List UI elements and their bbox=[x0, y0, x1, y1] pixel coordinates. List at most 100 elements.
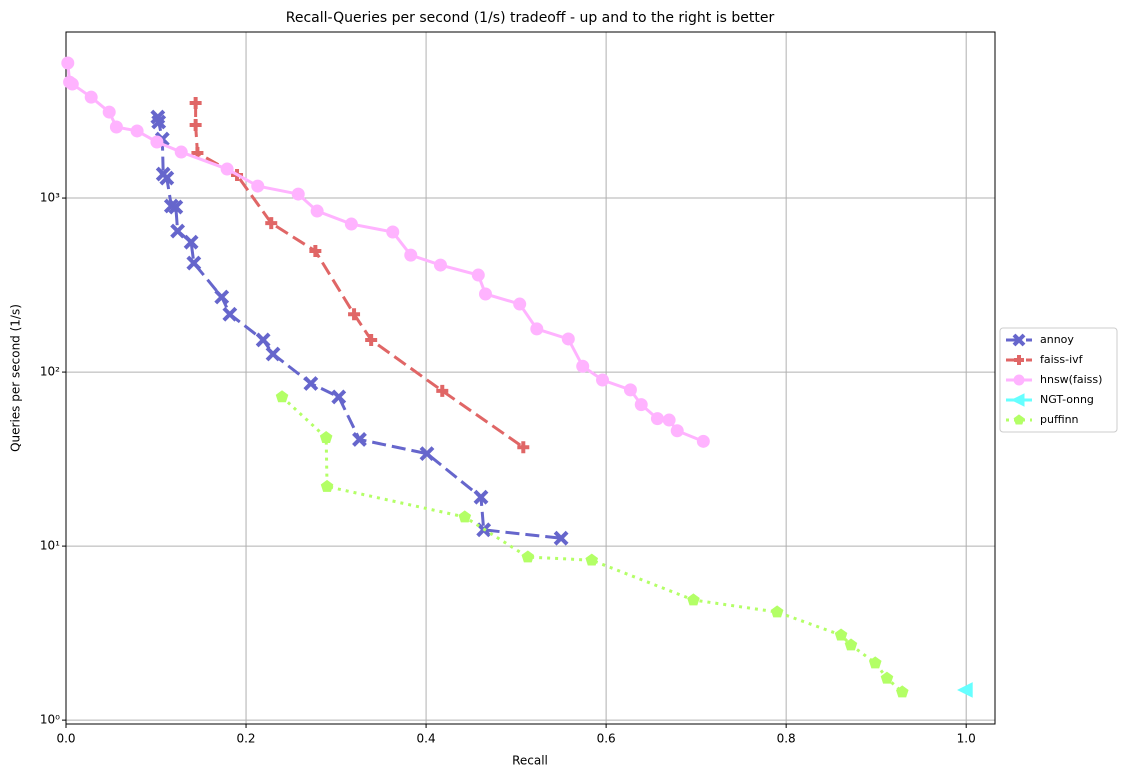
marker bbox=[1013, 374, 1025, 386]
x-axis-label: Recall bbox=[512, 754, 548, 768]
marker bbox=[1014, 355, 1024, 365]
legend-label: puffinn bbox=[1040, 413, 1079, 426]
y-tick-label: 10¹ bbox=[40, 539, 60, 553]
x-tick-label: 1.0 bbox=[957, 732, 976, 746]
marker bbox=[189, 118, 202, 131]
marker bbox=[585, 553, 599, 566]
marker bbox=[151, 114, 167, 130]
marker bbox=[251, 179, 265, 193]
marker bbox=[436, 384, 449, 397]
marker bbox=[662, 413, 676, 427]
series bbox=[275, 390, 909, 698]
y-axis-label: Queries per second (1/s) bbox=[9, 304, 23, 452]
legend-label: hnsw(faiss) bbox=[1040, 373, 1102, 386]
marker bbox=[844, 638, 858, 651]
marker bbox=[214, 289, 230, 305]
marker bbox=[561, 332, 575, 346]
marker bbox=[770, 605, 784, 618]
marker bbox=[458, 510, 472, 523]
marker bbox=[265, 346, 281, 362]
x-tick-label: 0.4 bbox=[417, 732, 436, 746]
marker bbox=[320, 479, 334, 492]
x-tick-label: 0.2 bbox=[236, 732, 255, 746]
marker bbox=[130, 124, 144, 138]
marker bbox=[880, 671, 894, 684]
marker bbox=[670, 424, 684, 438]
marker bbox=[513, 297, 527, 311]
marker bbox=[868, 656, 882, 669]
marker bbox=[275, 390, 289, 403]
legend-label: faiss-ivf bbox=[1040, 353, 1084, 366]
series bbox=[61, 56, 710, 448]
marker bbox=[386, 225, 400, 239]
marker bbox=[478, 287, 492, 301]
marker bbox=[1010, 393, 1025, 407]
marker bbox=[159, 170, 175, 186]
marker bbox=[220, 162, 234, 176]
marker bbox=[170, 223, 186, 239]
marker bbox=[576, 359, 590, 373]
marker bbox=[168, 199, 184, 215]
marker bbox=[319, 431, 333, 443]
y-tick-label: 10³ bbox=[40, 191, 60, 205]
marker bbox=[687, 593, 700, 606]
marker bbox=[365, 333, 378, 346]
y-tick-label: 10² bbox=[40, 365, 60, 379]
marker bbox=[957, 682, 973, 698]
marker bbox=[291, 187, 305, 201]
marker bbox=[521, 550, 535, 563]
marker bbox=[1012, 333, 1026, 347]
marker bbox=[517, 441, 530, 454]
marker bbox=[109, 120, 123, 134]
series bbox=[150, 109, 569, 546]
marker bbox=[174, 145, 188, 159]
chart-title: Recall-Queries per second (1/s) tradeoff… bbox=[286, 10, 775, 26]
plot-frame bbox=[65, 31, 996, 725]
marker bbox=[1013, 414, 1025, 425]
marker bbox=[623, 383, 637, 397]
marker bbox=[331, 389, 347, 405]
marker bbox=[310, 204, 324, 218]
series-line bbox=[194, 103, 525, 449]
marker bbox=[596, 373, 610, 387]
marker bbox=[471, 268, 485, 282]
x-tick-label: 0.6 bbox=[597, 732, 616, 746]
marker bbox=[473, 489, 489, 505]
series-line bbox=[281, 395, 904, 694]
marker bbox=[65, 77, 79, 91]
marker bbox=[61, 56, 75, 70]
legend-label: annoy bbox=[1040, 333, 1074, 346]
series bbox=[957, 682, 973, 698]
marker bbox=[255, 332, 271, 348]
marker bbox=[348, 308, 361, 321]
marker bbox=[344, 217, 358, 231]
marker bbox=[183, 234, 199, 250]
marker bbox=[303, 376, 319, 391]
legend-box bbox=[999, 327, 1118, 433]
marker bbox=[222, 306, 238, 322]
marker bbox=[150, 135, 164, 149]
marker bbox=[309, 245, 322, 258]
marker bbox=[265, 217, 278, 230]
marker bbox=[189, 97, 202, 110]
marker bbox=[634, 398, 648, 412]
marker bbox=[650, 412, 664, 426]
series-line bbox=[156, 116, 562, 540]
marker bbox=[696, 434, 710, 448]
marker bbox=[419, 446, 435, 462]
marker bbox=[553, 530, 569, 546]
x-tick-label: 0.0 bbox=[56, 732, 75, 746]
marker bbox=[433, 258, 447, 272]
marker bbox=[102, 105, 116, 119]
marker bbox=[84, 90, 98, 104]
legend-label: NGT-onng bbox=[1040, 393, 1094, 406]
marker bbox=[895, 685, 909, 698]
marker bbox=[352, 432, 367, 447]
marker bbox=[834, 628, 848, 641]
marker bbox=[530, 322, 544, 336]
marker bbox=[186, 255, 202, 271]
legend: annoy faiss-ivf hnsw(faiss) NGT-onng puffinn bbox=[999, 327, 1118, 433]
marker bbox=[404, 248, 418, 262]
